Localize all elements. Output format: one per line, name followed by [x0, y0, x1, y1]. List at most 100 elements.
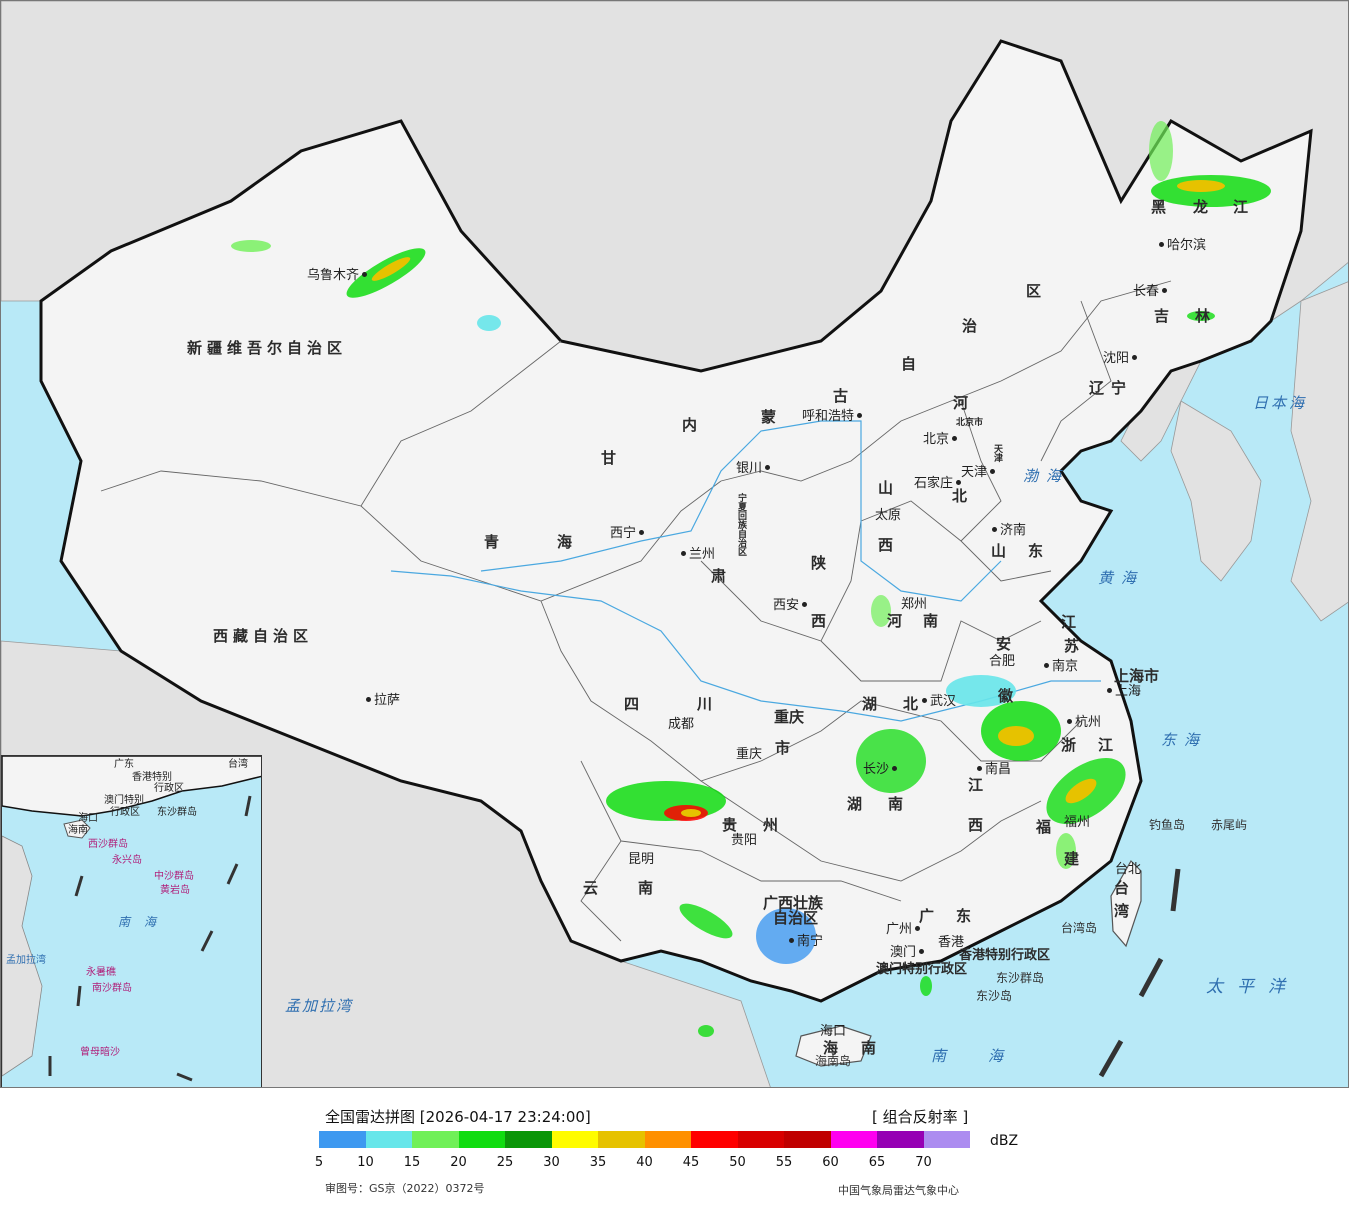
province-label: 西藏自治区 [213, 627, 314, 645]
island-label: 台湾岛 [1061, 921, 1098, 935]
province-label: 台 [1114, 879, 1130, 897]
tick-label: 40 [636, 1155, 653, 1170]
province-label: 南 [923, 612, 939, 630]
inset-label: 海口 [78, 813, 98, 824]
inset-label: 永兴岛 [112, 855, 142, 866]
color-swatch [551, 1131, 598, 1148]
color-swatch [644, 1131, 691, 1148]
city-label: 南昌 [974, 763, 1011, 776]
color-swatch [830, 1131, 877, 1148]
city-label: 银川 [736, 462, 773, 475]
province-label: 山 [991, 542, 1007, 560]
city-label: 昆明 [628, 852, 655, 867]
city-label: 沈阳 [1103, 352, 1140, 365]
product-name: [ 组合反射率 ] [872, 1108, 969, 1126]
inset-hainan [63, 819, 91, 839]
province-label: 古 [833, 387, 849, 405]
province-label: 治 [962, 317, 978, 335]
province-label: 东 [956, 907, 972, 925]
city-label: 济南 [989, 524, 1026, 537]
inset-label: 台湾 [228, 759, 248, 770]
province-label: 天津 [994, 445, 1004, 464]
inset-label: 澳门特别 [104, 795, 144, 806]
city-label: 乌鲁木齐 [307, 269, 370, 282]
province-label: 北京市 [956, 418, 984, 428]
province-label: 青 [484, 533, 500, 551]
province-label: 吉 [1154, 307, 1170, 325]
province-label: 北 [952, 487, 968, 505]
province-label: 自治区 [773, 909, 819, 927]
province-label: 甘 [601, 449, 617, 467]
city-label: 海口 [820, 1024, 847, 1039]
island-label: 赤尾屿 [1211, 818, 1248, 832]
province-boundaries [100, 280, 1172, 942]
city-label: 兰州 [678, 548, 715, 561]
sea-label: 渤海 [1023, 467, 1070, 485]
inset-label: 海南 [68, 825, 88, 836]
inset-label: 中沙群岛 [154, 871, 194, 882]
island-label: 海南岛 [815, 1054, 852, 1068]
color-swatch [784, 1131, 831, 1148]
city-label: 武汉 [919, 695, 956, 708]
city-label: 香港 [938, 935, 965, 950]
inset-label: 香港特别 [132, 772, 172, 783]
province-label: 建 [1064, 850, 1080, 868]
color-swatch [598, 1131, 645, 1148]
color-swatch [412, 1131, 459, 1148]
tick-label: 15 [403, 1155, 421, 1170]
inset-label: 西沙群岛 [88, 839, 128, 850]
color-swatch [737, 1131, 784, 1148]
province-label: 陕 [811, 554, 827, 572]
city-label: 台北 [1115, 862, 1142, 877]
province-label: 澳门特别行政区 [876, 962, 968, 977]
tick-label: 60 [822, 1155, 839, 1170]
province-label: 辽 [1089, 379, 1105, 397]
province-label: 重庆 [774, 708, 805, 726]
province-label: 上海市 [1114, 667, 1160, 685]
city-label: 南京 [1041, 660, 1078, 673]
inset-label: 黄岩岛 [160, 885, 190, 896]
province-label: 四 [624, 695, 640, 713]
province-label: 湖 [862, 695, 878, 713]
city-label: 杭州 [1064, 716, 1101, 729]
province-label: 肃 [711, 567, 727, 585]
tick-label: 25 [496, 1155, 514, 1170]
radar-map: 新疆维吾尔自治区 西藏自治区 青 海 甘 肃 内 蒙 古 自 治 区 黑 龙 江… [0, 0, 1349, 1088]
hainan-island [795, 1025, 872, 1067]
sea-label: 日本海 [1253, 394, 1308, 412]
city-label: 长春 [1133, 285, 1170, 298]
province-label: 林 [1195, 307, 1211, 325]
inset-label: 东沙群岛 [157, 807, 197, 818]
city-label: 郑州 [901, 597, 928, 612]
province-label: 徽 [998, 687, 1014, 705]
tick-label: 70 [915, 1155, 932, 1170]
radar-echoes [231, 121, 1271, 1037]
color-swatch [319, 1131, 366, 1148]
tick-label: 55 [775, 1155, 793, 1170]
city-label: 福州 [1064, 815, 1091, 830]
tick-label: 45 [682, 1155, 700, 1170]
tick-label: 20 [450, 1155, 467, 1170]
inset-label: 南沙群岛 [92, 983, 132, 994]
province-label: 湖 [847, 795, 863, 813]
tick-label: 35 [589, 1155, 607, 1170]
color-swatch [505, 1131, 552, 1148]
inset-label: 广东 [114, 759, 134, 770]
city-label: 成都 [668, 717, 695, 732]
color-scale-bar [319, 1131, 970, 1148]
province-label: 龙 [1193, 198, 1209, 216]
province-label: 江 [1098, 736, 1114, 754]
province-label: 浙 [1061, 736, 1077, 754]
inset-dashes [48, 795, 252, 1082]
inset-land [2, 756, 261, 817]
inset-label: 行政区 [110, 807, 140, 818]
tick-label: 5 [314, 1155, 324, 1170]
color-swatch [691, 1131, 738, 1148]
province-label: 蒙 [761, 408, 777, 426]
province-label: 南 [861, 1039, 877, 1057]
city-label: 南宁 [786, 935, 823, 948]
province-label: 贵 [722, 816, 738, 834]
province-label: 黑 [1151, 198, 1167, 216]
city-label: 石家庄 [914, 477, 964, 490]
map-review-number: 审图号：GS京（2022）0372号 [325, 1182, 485, 1195]
